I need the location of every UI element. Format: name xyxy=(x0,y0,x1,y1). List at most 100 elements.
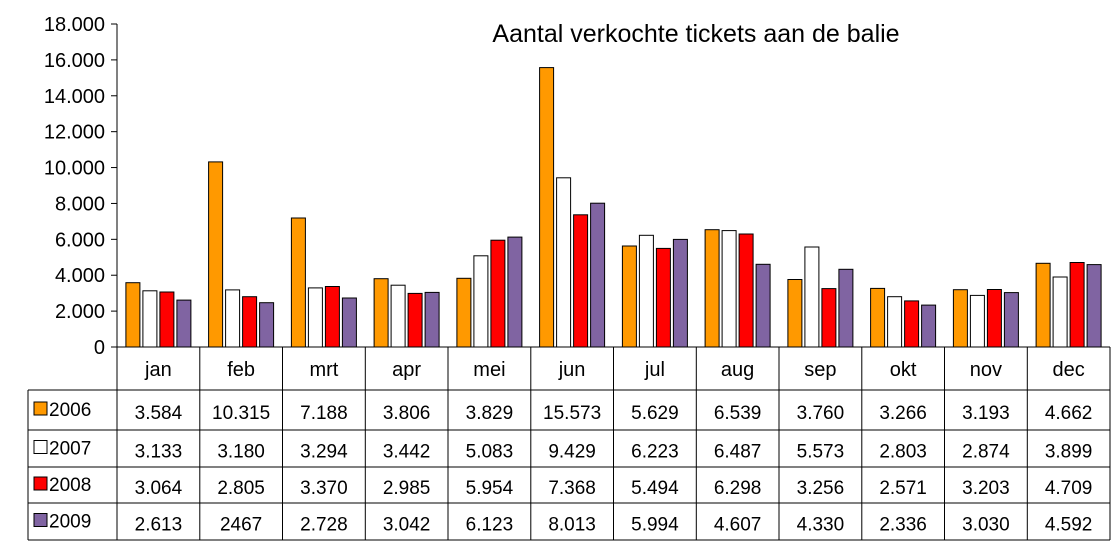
data-label-2008-nov: 3.203 xyxy=(962,478,1010,499)
bar-2009-aug xyxy=(755,263,771,348)
bar-2007-aug xyxy=(721,230,737,348)
data-label-2008-mrt: 3.370 xyxy=(300,478,348,499)
bar-2007-okt xyxy=(887,296,903,348)
bar-2007-mei xyxy=(473,255,489,348)
legend-label: 2008 xyxy=(49,475,91,496)
bar-2006-apr xyxy=(373,278,389,348)
bar-2006-aug xyxy=(704,229,720,348)
data-label-2009-nov: 3.030 xyxy=(962,515,1010,536)
legend-label: 2007 xyxy=(49,439,91,460)
data-label-2008-aug: 6.298 xyxy=(714,478,762,499)
bar-2008-jun xyxy=(573,214,589,348)
data-label-2006-jul: 5.629 xyxy=(631,403,679,424)
y-tick-label: 2.000 xyxy=(55,301,105,323)
data-label-2007-aug: 6.487 xyxy=(714,442,762,463)
data-label-2008-okt: 2.571 xyxy=(879,478,927,499)
bar-2007-jun xyxy=(556,177,572,348)
bar-2007-sep xyxy=(804,246,820,348)
x-tick-label: feb xyxy=(227,359,255,381)
data-label-2008-dec: 4.709 xyxy=(1045,478,1093,499)
data-label-2008-jan: 3.064 xyxy=(135,478,183,499)
data-label-2008-sep: 3.256 xyxy=(797,478,845,499)
bar-2006-jun xyxy=(539,67,555,348)
data-label-2009-mrt: 2.728 xyxy=(300,515,348,536)
data-label-2007-feb: 3.180 xyxy=(217,442,265,463)
x-tick-label: sep xyxy=(804,359,836,381)
data-label-2007-jun: 9.429 xyxy=(548,442,596,463)
data-label-2008-mei: 5.954 xyxy=(466,478,514,499)
y-tick-label: 8.000 xyxy=(55,193,105,215)
bar-2007-mrt xyxy=(307,287,323,348)
x-tick-label: nov xyxy=(970,359,1002,381)
bar-2006-dec xyxy=(1035,262,1051,348)
data-label-2006-dec: 4.662 xyxy=(1045,403,1093,424)
bar-2007-nov xyxy=(969,294,985,348)
y-tick-label: 6.000 xyxy=(55,229,105,251)
data-label-2006-okt: 3.266 xyxy=(879,403,927,424)
bar-2006-mei xyxy=(456,277,472,348)
x-tick-label: mrt xyxy=(309,359,338,381)
y-tick-label: 14.000 xyxy=(44,86,105,108)
bar-2008-jan xyxy=(159,291,175,348)
bar-2006-jan xyxy=(125,282,141,348)
legend-swatch-2006 xyxy=(33,401,48,416)
x-tick-label: apr xyxy=(392,359,421,381)
legend-label: 2006 xyxy=(49,400,91,421)
data-label-2007-apr: 3.442 xyxy=(383,442,431,463)
data-label-2009-feb: 2467 xyxy=(220,515,262,536)
data-label-2007-jul: 6.223 xyxy=(631,442,679,463)
data-label-2007-okt: 2.803 xyxy=(879,442,927,463)
data-label-2009-apr: 3.042 xyxy=(383,515,431,536)
bar-2009-feb xyxy=(259,302,275,348)
data-label-2006-aug: 6.539 xyxy=(714,403,762,424)
bar-2007-apr xyxy=(390,284,406,348)
bar-2009-dec xyxy=(1086,264,1102,348)
data-label-2006-feb: 10.315 xyxy=(212,403,270,424)
data-label-2009-jun: 8.013 xyxy=(548,515,596,536)
bar-2009-jan xyxy=(176,299,192,348)
x-tick-label: jul xyxy=(644,359,665,381)
bar-2006-feb xyxy=(208,161,224,348)
chart-title: Aantal verkochte tickets aan de balie xyxy=(492,20,899,48)
data-label-2009-jan: 2.613 xyxy=(135,515,183,536)
bar-2006-mrt xyxy=(290,217,306,348)
y-tick-label: 16.000 xyxy=(44,50,105,72)
bar-2008-aug xyxy=(738,233,754,348)
data-label-2006-jun: 15.573 xyxy=(543,403,601,424)
data-label-2007-sep: 5.573 xyxy=(797,442,845,463)
data-label-2008-jul: 5.494 xyxy=(631,478,679,499)
bar-2008-dec xyxy=(1069,262,1085,348)
x-tick-label: mei xyxy=(473,359,505,381)
bar-2008-okt xyxy=(904,300,920,348)
y-tick-label: 0 xyxy=(94,337,105,359)
legend-label: 2009 xyxy=(49,512,91,533)
bar-2009-nov xyxy=(1003,292,1019,348)
x-tick-label: jan xyxy=(144,359,172,381)
bar-2009-jun xyxy=(590,202,606,348)
data-label-2008-jun: 7.368 xyxy=(548,478,596,499)
data-label-2008-apr: 2.985 xyxy=(383,478,431,499)
bar-2007-feb xyxy=(225,289,241,348)
data-label-2006-apr: 3.806 xyxy=(383,403,431,424)
bar-2009-mrt xyxy=(341,297,357,348)
data-label-2008-feb: 2.805 xyxy=(217,478,265,499)
legend-swatch-2008 xyxy=(33,476,48,491)
data-label-2007-mei: 5.083 xyxy=(466,442,514,463)
bar-2008-sep xyxy=(821,288,837,348)
bar-2008-jul xyxy=(655,247,671,348)
bar-2008-mrt xyxy=(324,286,340,348)
data-label-2006-mrt: 7.188 xyxy=(300,403,348,424)
x-tick-label: jun xyxy=(558,359,586,381)
data-label-2009-dec: 4.592 xyxy=(1045,515,1093,536)
x-tick-label: dec xyxy=(1052,359,1084,381)
data-label-2009-sep: 4.330 xyxy=(797,515,845,536)
bar-2009-sep xyxy=(838,268,854,348)
data-label-2009-aug: 4.607 xyxy=(714,515,762,536)
bar-2008-nov xyxy=(986,289,1002,348)
bar-2006-sep xyxy=(787,279,803,348)
legend-swatch-2007 xyxy=(33,440,48,454)
data-label-2007-mrt: 3.294 xyxy=(300,442,348,463)
bar-2007-jan xyxy=(142,290,158,348)
bar-2007-jul xyxy=(638,234,654,348)
